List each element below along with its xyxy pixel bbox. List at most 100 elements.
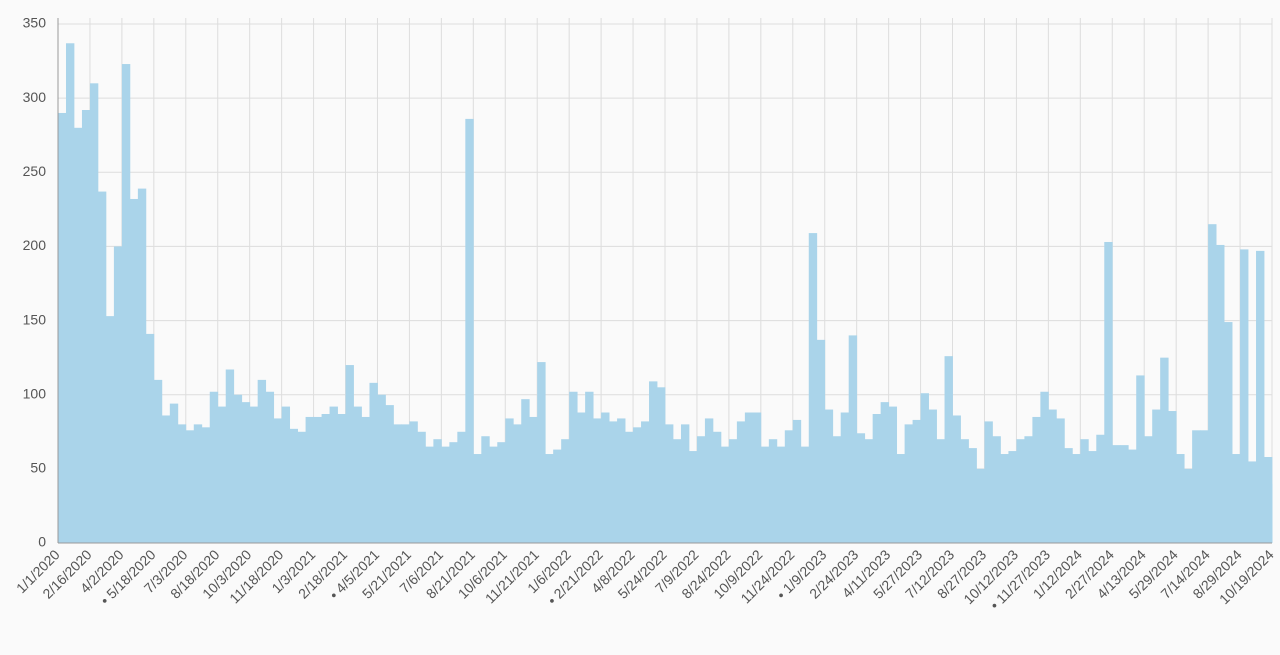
bar [81, 110, 91, 544]
bar [473, 454, 482, 543]
bar [800, 446, 810, 543]
bar [1016, 439, 1025, 543]
bar [569, 391, 578, 543]
bar [792, 419, 802, 543]
bar [58, 112, 67, 543]
bar [265, 391, 275, 543]
bar [1168, 411, 1177, 543]
bar [712, 431, 722, 543]
bar [736, 421, 746, 543]
bar [1008, 451, 1017, 543]
bar [201, 427, 211, 543]
bar [593, 418, 602, 543]
bar [1152, 409, 1161, 543]
bar [121, 64, 131, 543]
bar [105, 316, 115, 543]
bar [233, 394, 243, 543]
bar [241, 402, 251, 543]
bar [249, 406, 259, 543]
bar [89, 83, 99, 544]
bar [137, 188, 147, 543]
bar [808, 233, 818, 543]
bar [377, 394, 386, 543]
bar [617, 418, 626, 543]
bar [1144, 436, 1153, 543]
y-tick-label: 250 [23, 163, 47, 179]
bar [321, 413, 330, 543]
bar [169, 403, 179, 543]
bar [353, 406, 362, 543]
bar [1248, 461, 1257, 543]
bar [401, 424, 410, 543]
bar [1200, 430, 1209, 543]
bar [848, 335, 858, 543]
y-tick-label: 100 [23, 385, 47, 401]
bar [880, 402, 890, 543]
bar [481, 436, 490, 543]
bar [784, 430, 794, 543]
bar [65, 43, 75, 544]
bar [361, 416, 370, 543]
y-tick-label: 0 [38, 534, 46, 550]
bar [561, 439, 570, 543]
bar [209, 391, 219, 543]
bar [665, 424, 674, 543]
bar [433, 439, 442, 543]
bar [728, 439, 738, 543]
bar [1064, 448, 1073, 543]
bar [553, 449, 562, 543]
bar [649, 381, 658, 543]
bar [1232, 454, 1241, 543]
bar [1176, 454, 1185, 543]
bar [752, 412, 762, 543]
bar [1096, 434, 1105, 543]
bar [1216, 244, 1225, 543]
bar [976, 468, 985, 543]
bar [1120, 445, 1129, 543]
bar [1040, 391, 1049, 543]
bar [585, 391, 594, 543]
bar [193, 424, 203, 543]
bar [1000, 454, 1009, 543]
bar [872, 413, 882, 543]
bar [1136, 375, 1145, 543]
y-tick-label: 150 [23, 311, 47, 327]
bar [960, 439, 969, 543]
bar [513, 424, 522, 543]
bar [505, 418, 514, 543]
bar [393, 424, 402, 543]
bar [113, 246, 123, 543]
bar [672, 439, 682, 543]
bar [1048, 409, 1057, 543]
bar [225, 369, 235, 543]
bar [952, 415, 961, 543]
bar [177, 424, 187, 543]
bar [609, 421, 618, 543]
bar [337, 413, 346, 543]
bar [696, 436, 706, 543]
bar [369, 382, 378, 543]
bar [329, 406, 338, 543]
bar [832, 436, 842, 543]
bar [417, 431, 426, 543]
bar [984, 421, 993, 543]
bar [896, 454, 906, 543]
bar [657, 387, 666, 543]
bars [58, 43, 1273, 544]
bar [1192, 430, 1201, 543]
bar [992, 436, 1001, 543]
y-tick-label: 350 [23, 15, 47, 31]
bar [305, 416, 314, 543]
bar [1256, 250, 1265, 543]
bar [760, 446, 770, 543]
bar [153, 379, 163, 543]
bar [1264, 483, 1273, 543]
bar [1104, 241, 1113, 544]
bar [1184, 468, 1193, 543]
y-tick-label: 300 [23, 89, 47, 105]
bar [1032, 416, 1041, 543]
bar [345, 365, 354, 543]
bar [601, 412, 610, 543]
y-tick-label: 200 [23, 237, 47, 253]
bar [409, 421, 418, 543]
